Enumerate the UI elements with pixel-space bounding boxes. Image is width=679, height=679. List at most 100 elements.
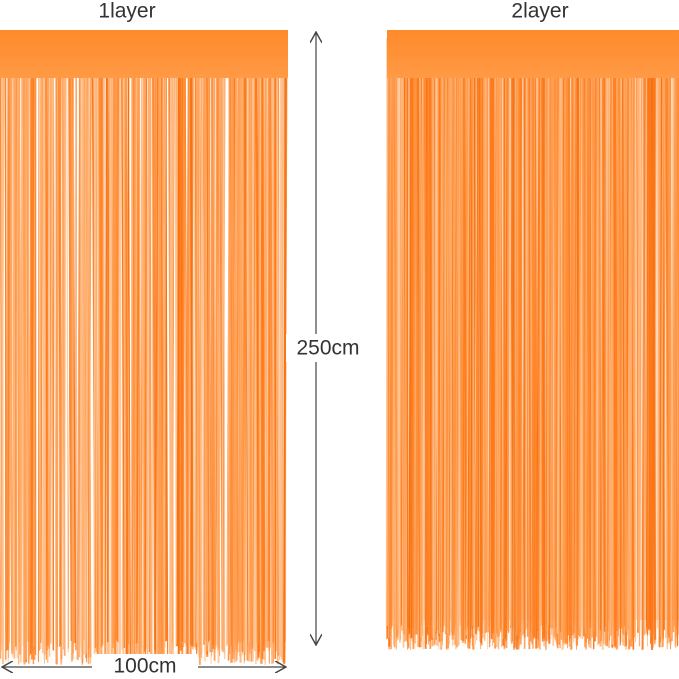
strand: [231, 37, 237, 643]
strand: [155, 37, 160, 661]
strand: [68, 37, 73, 662]
strand: [403, 37, 408, 642]
strand: [498, 37, 502, 630]
strand: [418, 37, 422, 638]
strand: [511, 37, 516, 648]
strand: [579, 37, 581, 639]
strand: [469, 37, 472, 642]
strand: [516, 37, 520, 646]
strand: [656, 37, 661, 629]
strand: [431, 37, 434, 631]
strand: [538, 37, 543, 650]
strand: [66, 37, 69, 653]
strand: [206, 37, 209, 643]
strand: [141, 37, 144, 645]
strand: [264, 37, 269, 665]
strand: [595, 37, 600, 637]
strand: [102, 37, 106, 656]
strand: [546, 37, 552, 626]
strand: [210, 37, 216, 661]
strand: [152, 37, 157, 650]
strand: [666, 37, 670, 637]
strand: [258, 37, 262, 652]
strand: [506, 37, 509, 634]
strand: [185, 37, 189, 660]
strand: [138, 37, 142, 656]
strand: [13, 37, 16, 644]
strand: [244, 37, 249, 662]
strand: [614, 37, 619, 632]
strand: [461, 37, 466, 635]
strand: [430, 37, 434, 640]
strand: [174, 37, 178, 644]
strand: [541, 37, 544, 642]
strand: [40, 37, 44, 650]
strand: [660, 37, 665, 638]
strand: [410, 37, 413, 650]
strand: [607, 37, 612, 635]
strand: [240, 37, 246, 653]
strand: [583, 37, 586, 648]
curtains: [0, 30, 679, 666]
panel-label: 2layer: [511, 0, 568, 23]
strand: [261, 37, 266, 652]
strand: [668, 37, 672, 645]
strand: [230, 37, 235, 656]
strand: [189, 37, 194, 647]
strand: [390, 37, 395, 626]
curtain-header: [387, 30, 679, 78]
strand: [385, 37, 389, 627]
strand: [41, 37, 45, 654]
strand: [278, 37, 282, 654]
strand: [246, 37, 250, 658]
strand: [571, 37, 573, 650]
strand: [211, 37, 216, 645]
strand: [19, 37, 22, 645]
strand: [4, 37, 7, 660]
strand: [598, 37, 602, 631]
strand: [96, 37, 101, 656]
strand: [629, 37, 634, 645]
strand: [270, 37, 274, 642]
strand: [615, 37, 621, 629]
strand: [584, 37, 588, 634]
strand: [643, 37, 647, 630]
strand: [587, 37, 590, 646]
strand: [559, 37, 564, 651]
strand: [466, 37, 469, 627]
strand: [148, 37, 152, 659]
strand: [215, 37, 219, 651]
strand: [111, 37, 115, 645]
strand: [196, 37, 201, 665]
strand: [386, 37, 390, 639]
strand: [478, 37, 483, 644]
strand: [408, 37, 412, 629]
strand: [249, 37, 252, 662]
strand: [592, 37, 597, 634]
strand: [573, 37, 578, 633]
strand: [45, 37, 48, 651]
strand: [477, 37, 479, 628]
strand: [132, 37, 135, 658]
strand: [670, 37, 675, 639]
strand: [565, 37, 568, 645]
strand: [5, 37, 10, 651]
curtain-header: [0, 30, 288, 78]
strand: [524, 37, 528, 630]
strand: [624, 37, 628, 632]
strand: [283, 37, 288, 663]
strand: [279, 37, 284, 648]
strand: [237, 37, 242, 663]
strand: [651, 37, 656, 636]
strand: [28, 37, 32, 664]
strand: [161, 37, 167, 662]
strand: [556, 37, 562, 634]
strand: [196, 37, 200, 658]
strand: [489, 37, 492, 638]
strand: [32, 37, 36, 647]
strand: [60, 37, 65, 665]
strand: [580, 37, 584, 639]
strand: [459, 37, 462, 640]
height-label-bg: [286, 334, 368, 362]
